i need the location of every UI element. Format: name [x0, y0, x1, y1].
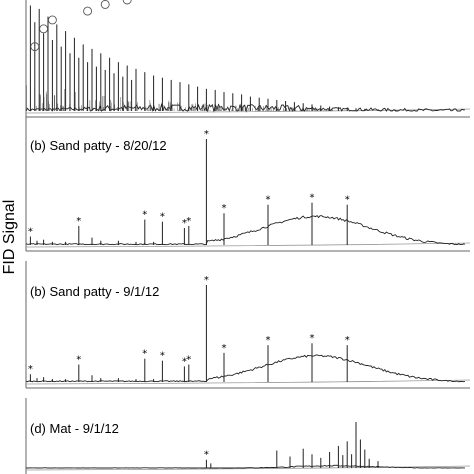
circled-peak-marker: [122, 0, 132, 5]
baseline-curve: [25, 379, 471, 385]
panel-label: (b) Sand patty - 9/1/12: [30, 284, 159, 299]
peak-marker: *: [76, 216, 81, 227]
peak-marker: *: [186, 355, 191, 366]
panel-4: * (d) Mat - 9/1/12: [25, 398, 471, 474]
peak-marker: *: [266, 335, 271, 346]
panels: *** ** **** * *(b) Sand patty - 8/20/12*** **…: [25, 0, 471, 474]
peak-marker: *: [182, 218, 187, 229]
peak-marker: *: [310, 193, 315, 204]
peak-marker: *: [204, 450, 209, 461]
chromatogram-trace: [25, 215, 465, 246]
peak-marker: *: [186, 216, 191, 227]
baseline-curve: [25, 465, 471, 471]
peak-marker: *: [160, 351, 165, 362]
peak-marker: *: [345, 335, 350, 346]
chromatogram-trace: [25, 102, 465, 113]
panel-1: [25, 0, 471, 118]
peak-marker: *: [142, 349, 147, 360]
chromatogram-trace: [25, 354, 465, 383]
peak-marker: *: [345, 195, 350, 206]
panel-label: (b) Sand patty - 8/20/12: [30, 138, 167, 153]
circled-peak-marker: [39, 24, 49, 34]
circled-peak-marker: [47, 15, 57, 25]
circled-peak-marker: [83, 6, 93, 16]
baseline-curve: [25, 242, 471, 248]
peak-marker: *: [204, 129, 209, 140]
peak-marker: *: [204, 275, 209, 286]
peak-marker: *: [222, 203, 227, 214]
y-axis-label: FID Signal: [1, 200, 18, 275]
panel-3: *** ** **** * *(b) Sand patty - 9/1/12: [25, 261, 471, 389]
peak-marker: *: [28, 227, 33, 238]
peak-marker: *: [76, 355, 81, 366]
peak-marker: *: [222, 343, 227, 354]
peak-marker: *: [310, 333, 315, 344]
peak-marker: *: [182, 356, 187, 367]
chromatogram-trace: [25, 464, 465, 469]
baseline-curve: [25, 108, 471, 114]
circled-peak-marker: [100, 0, 110, 9]
peak-marker: *: [160, 212, 165, 223]
peak-marker: *: [142, 210, 147, 221]
peak-marker: *: [28, 364, 33, 375]
panel-label: (d) Mat - 9/1/12: [30, 421, 119, 436]
panel-2: *** ** **** * *(b) Sand patty - 8/20/12: [25, 115, 471, 252]
circled-peak-marker: [30, 42, 40, 52]
peak-marker: *: [266, 195, 271, 206]
